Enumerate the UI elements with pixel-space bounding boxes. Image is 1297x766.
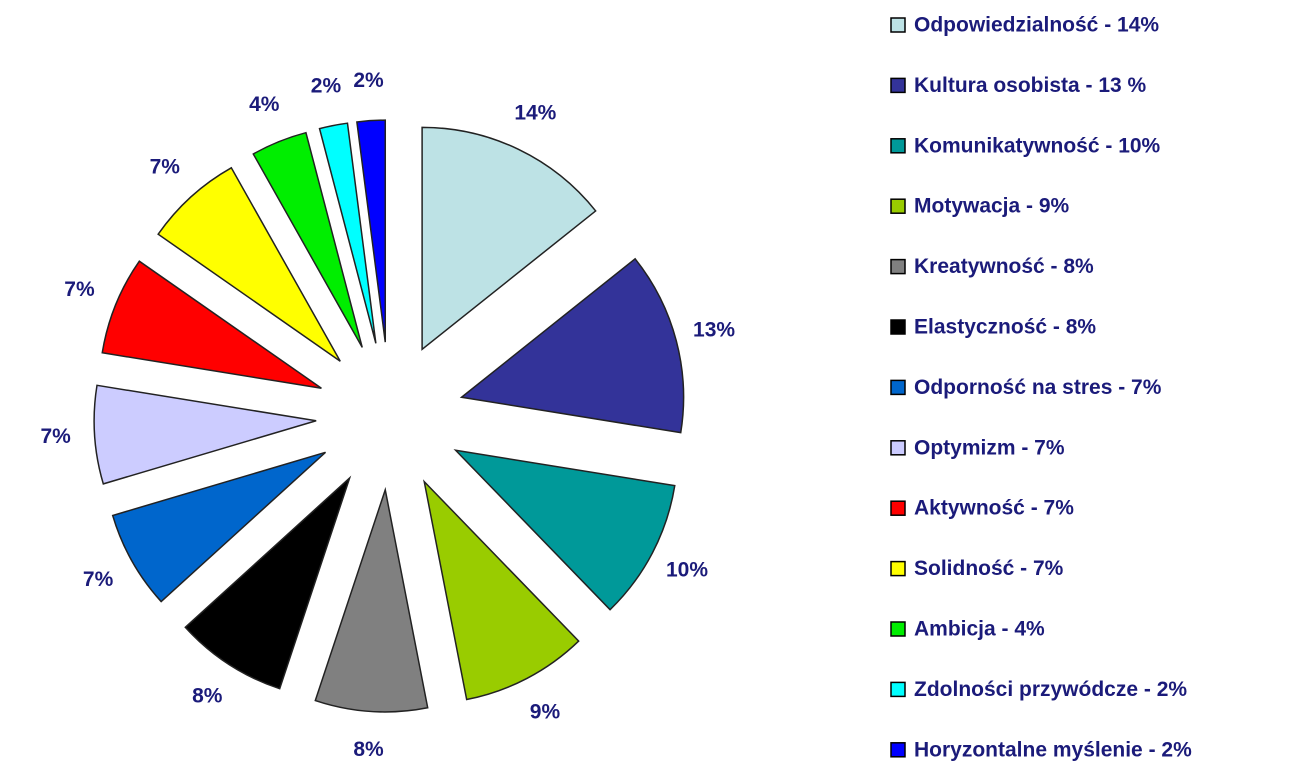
legend-label: Aktywność - 7% (914, 497, 1074, 520)
legend-label: Ambicja - 4% (914, 618, 1045, 641)
legend-swatch (890, 198, 906, 214)
data-label: 2% (353, 69, 384, 92)
legend-label: Horyzontalne myślenie - 2% (914, 738, 1192, 761)
legend-swatch (890, 17, 906, 33)
pie-slice (318, 122, 377, 344)
pie-slice (356, 119, 387, 343)
legend-label: Odpowiedzialność - 14% (914, 14, 1159, 37)
legend-label: Elastyczność - 8% (914, 316, 1096, 339)
data-label: 8% (192, 684, 223, 707)
data-label: 2% (311, 75, 342, 98)
legend-swatch (890, 379, 906, 396)
legend-swatch (890, 500, 906, 516)
data-label: 7% (41, 425, 72, 448)
data-label: 8% (353, 738, 384, 761)
data-label: 7% (150, 156, 181, 179)
pie-slice (252, 131, 363, 348)
pie-slice (423, 479, 580, 701)
pie-slice (184, 475, 352, 690)
data-label: 14% (514, 102, 556, 125)
data-label: 9% (530, 701, 561, 724)
pie-slice (421, 126, 597, 351)
pie-slice (101, 260, 322, 389)
legend-swatch (890, 138, 906, 154)
legend-swatch (890, 560, 906, 577)
data-label: 10% (666, 558, 708, 581)
data-label: 4% (249, 93, 280, 116)
legend-label: Komunikatywność - 10% (914, 134, 1161, 157)
pie-slice (453, 449, 676, 611)
legend-label: Odporność na stres - 7% (914, 376, 1162, 399)
legend-label: Zdolności przywódcze - 2% (914, 678, 1187, 701)
pie-slice (157, 166, 341, 362)
legend-label: Optymizm - 7% (914, 436, 1065, 459)
pie-slice (459, 257, 685, 434)
legend-label: Kreatywność - 8% (914, 255, 1094, 278)
legend-swatch (890, 319, 906, 335)
legend-swatch (890, 440, 906, 456)
pie-slice (111, 451, 327, 603)
legend-label: Kultura osobista - 13 % (914, 74, 1147, 97)
data-label: 7% (83, 568, 114, 591)
legend-label: Solidność - 7% (914, 557, 1064, 580)
data-label: 13% (693, 319, 735, 342)
legend-label: Motywacja - 9% (914, 195, 1070, 218)
legend-swatch (890, 77, 906, 94)
data-label: 7% (64, 278, 95, 301)
legend-swatch (890, 742, 906, 758)
pie-slice (314, 486, 429, 713)
legend-swatch (890, 621, 906, 637)
legend-swatch (890, 258, 906, 275)
pie-slice (93, 384, 317, 485)
legend-swatch (890, 681, 906, 698)
